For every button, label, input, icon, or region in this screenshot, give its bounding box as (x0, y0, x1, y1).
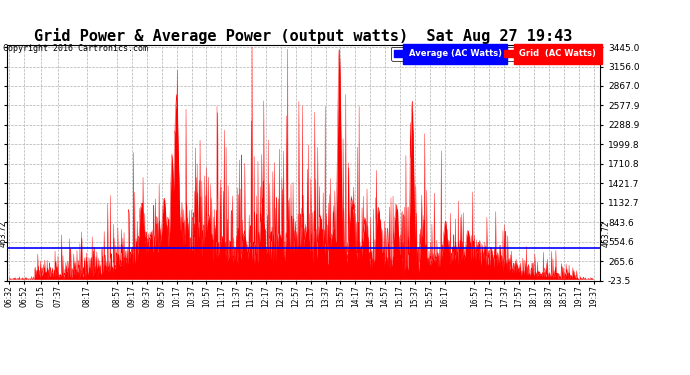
Text: 463.72: 463.72 (601, 220, 610, 247)
Title: Grid Power & Average Power (output watts)  Sat Aug 27 19:43: Grid Power & Average Power (output watts… (34, 28, 573, 44)
Text: Copyright 2016 Cartronics.com: Copyright 2016 Cartronics.com (3, 44, 148, 52)
Legend: Average (AC Watts), Grid  (AC Watts): Average (AC Watts), Grid (AC Watts) (391, 46, 599, 61)
Text: 463.72: 463.72 (0, 220, 8, 247)
